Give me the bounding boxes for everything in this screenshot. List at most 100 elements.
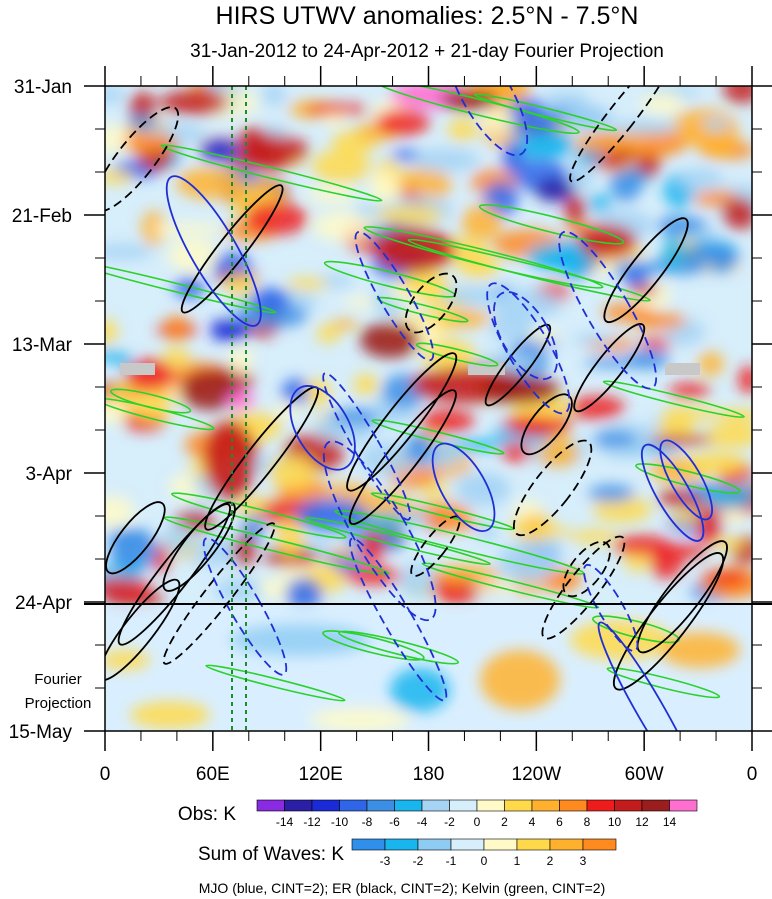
er-contour bbox=[541, 535, 626, 640]
anomaly-blob bbox=[412, 147, 480, 173]
fourier-label-line1: Fourier bbox=[34, 671, 82, 688]
er-contour bbox=[117, 503, 231, 646]
anomaly-blob bbox=[708, 245, 736, 274]
anomaly-blob bbox=[738, 365, 752, 394]
waves-colorbar-swatch bbox=[351, 838, 386, 851]
projection-blob bbox=[660, 632, 740, 668]
obs-colorbar-swatch bbox=[559, 799, 588, 812]
anomaly-blob bbox=[701, 571, 750, 585]
anomaly-blob bbox=[268, 454, 317, 490]
anomaly-blob bbox=[569, 395, 625, 420]
anomaly-blob bbox=[128, 92, 157, 118]
er-contour bbox=[512, 439, 593, 537]
er-contour bbox=[348, 389, 457, 525]
waves-colorbar-swatch bbox=[450, 838, 485, 851]
waves-colorbar-swatch bbox=[516, 838, 551, 851]
anomaly-blob bbox=[405, 433, 433, 464]
anomaly-trough bbox=[200, 138, 240, 162]
anomaly-blob bbox=[176, 167, 244, 200]
kelvin-contour bbox=[109, 388, 192, 414]
x-tick-label: 120E bbox=[298, 764, 342, 785]
anomaly-blob bbox=[105, 495, 135, 528]
anomaly-blob bbox=[627, 349, 670, 370]
anomaly-blob bbox=[670, 510, 701, 526]
kelvin-contour bbox=[205, 664, 346, 702]
anomaly-peak bbox=[360, 322, 420, 358]
mjo-contour bbox=[354, 231, 435, 362]
fourier-label-line2: Projection bbox=[25, 695, 92, 712]
anomaly-blob bbox=[105, 170, 134, 184]
obs-colorbar-label: -10 bbox=[331, 815, 349, 829]
kelvin-contour bbox=[373, 86, 580, 135]
anomaly-blob bbox=[375, 108, 430, 136]
mjo-contour bbox=[659, 439, 713, 521]
anomaly-blob bbox=[332, 318, 359, 330]
er-contour bbox=[105, 501, 166, 575]
missing-data-segment bbox=[665, 363, 700, 375]
er-contour bbox=[569, 86, 675, 183]
mjo-contours bbox=[165, 86, 713, 731]
anomaly-blob bbox=[286, 278, 329, 291]
anomaly-blob bbox=[593, 496, 652, 523]
projection-blob bbox=[130, 701, 210, 729]
anomaly-blob bbox=[233, 534, 256, 567]
waves-colorbar-swatch bbox=[582, 838, 617, 851]
missing-data-segment bbox=[120, 363, 155, 375]
y-tick-label: 24-Apr bbox=[15, 593, 73, 614]
anomaly-blob bbox=[722, 197, 752, 230]
er-contour bbox=[105, 578, 181, 681]
waves-colorbar-label: -2 bbox=[413, 854, 424, 868]
anomaly-blob bbox=[704, 136, 733, 160]
obs-colorbar-label: 14 bbox=[663, 815, 677, 829]
projection-blob bbox=[310, 708, 410, 731]
mjo-contour bbox=[486, 282, 571, 415]
kelvin-contour bbox=[421, 562, 600, 609]
projection-field bbox=[105, 620, 740, 731]
obs-colorbar-label: -4 bbox=[417, 815, 428, 829]
projection-blob bbox=[390, 668, 450, 712]
anomaly-blob bbox=[578, 224, 637, 258]
anomaly-blob bbox=[166, 314, 188, 342]
anomaly-blob bbox=[592, 430, 638, 448]
anomaly-blob bbox=[419, 409, 475, 433]
mjo-contour bbox=[431, 442, 496, 533]
footnote: MJO (blue, CINT=2); ER (black, CINT=2); … bbox=[199, 880, 606, 896]
anomaly-blob bbox=[161, 523, 195, 555]
er-contour bbox=[346, 352, 458, 492]
anomaly-blob bbox=[105, 86, 126, 104]
mjo-contour bbox=[165, 175, 262, 327]
anomaly-blob bbox=[698, 351, 724, 377]
projection-blob bbox=[105, 650, 150, 670]
obs-colorbar-swatch bbox=[531, 799, 560, 812]
anomaly-blob bbox=[623, 268, 648, 287]
kelvin-contour bbox=[304, 516, 491, 566]
er-contour bbox=[562, 540, 611, 598]
kelvin-contours bbox=[105, 86, 745, 702]
anomaly-blob bbox=[510, 514, 556, 541]
mjo-contour bbox=[202, 537, 288, 676]
x-tick-label: 0 bbox=[747, 764, 758, 785]
anomaly-blob bbox=[225, 273, 256, 298]
er-contour bbox=[573, 323, 646, 413]
y-tick-label: 31-Jan bbox=[14, 77, 72, 98]
anomaly-blob bbox=[571, 333, 616, 345]
anomaly-blob bbox=[469, 481, 505, 495]
anomaly-blob bbox=[612, 535, 672, 556]
kelvin-contour bbox=[334, 509, 585, 575]
anomaly-peak bbox=[480, 376, 560, 404]
waves-colorbar-label: -3 bbox=[380, 854, 391, 868]
anomaly-blob bbox=[714, 537, 747, 551]
obs-colorbar-swatch bbox=[504, 799, 533, 812]
waves-colorbar-swatch bbox=[417, 838, 452, 851]
anomaly-blob bbox=[564, 194, 587, 225]
er-contours bbox=[105, 86, 728, 691]
obs-colorbar-swatch bbox=[449, 799, 478, 812]
anomaly-blob bbox=[285, 577, 323, 611]
anomaly-blob bbox=[105, 577, 153, 600]
obs-colorbar-swatch bbox=[339, 799, 368, 812]
anomaly-blob bbox=[167, 223, 224, 235]
waves-colorbar-label: 3 bbox=[580, 854, 587, 868]
mjo-contour bbox=[289, 385, 356, 471]
x-tick-label: 180 bbox=[413, 764, 445, 785]
obs-colorbar-swatch bbox=[641, 799, 670, 812]
